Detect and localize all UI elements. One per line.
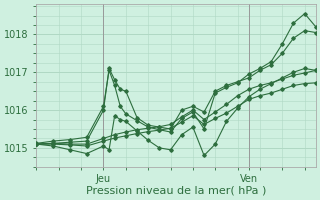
X-axis label: Pression niveau de la mer( hPa ): Pression niveau de la mer( hPa ): [86, 186, 266, 196]
